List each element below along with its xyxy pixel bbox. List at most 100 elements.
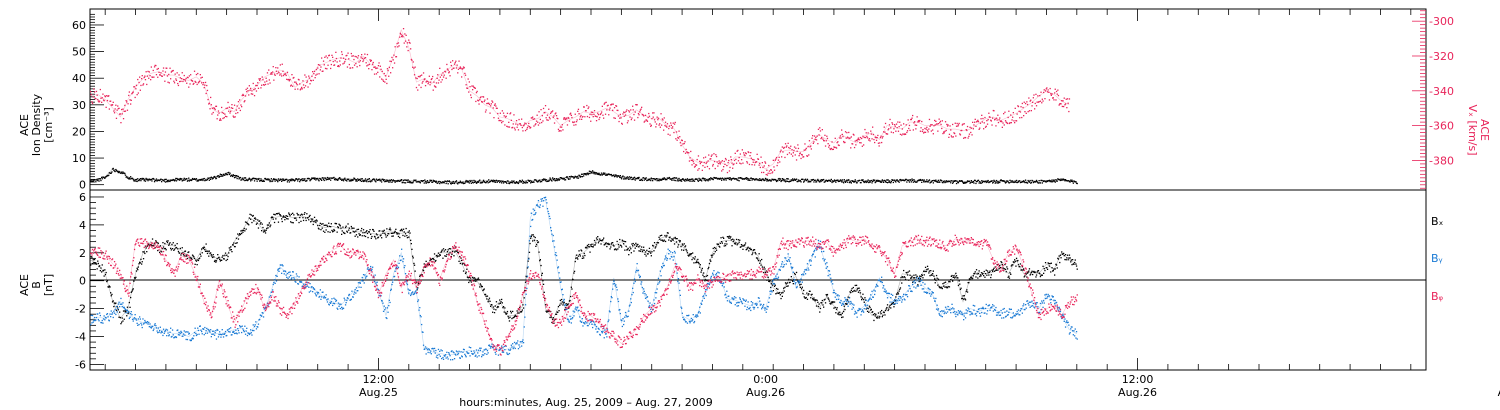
- bx-series-point: [774, 284, 776, 286]
- bx-series-point: [438, 255, 440, 257]
- bx-series-point: [815, 299, 817, 301]
- x-date-label: Aug.26: [746, 386, 785, 399]
- vx-series-point: [132, 91, 134, 93]
- vx-series-point: [372, 63, 374, 65]
- density-series-point: [559, 178, 561, 180]
- density-series-point: [802, 178, 804, 180]
- density-series-point: [630, 176, 632, 178]
- vx-series-point: [388, 75, 390, 77]
- density-series-point: [1016, 181, 1018, 184]
- bx-series-point: [148, 243, 150, 246]
- bx-series-point: [950, 279, 952, 281]
- density-series-point: [99, 178, 101, 180]
- bx-series-point: [859, 289, 861, 292]
- bx-series-point: [277, 221, 280, 223]
- vx-series-point: [954, 132, 956, 135]
- density-series-point: [317, 179, 320, 181]
- density-series-point: [698, 177, 700, 180]
- vx-series-point: [224, 113, 226, 115]
- density-series-point: [745, 177, 747, 179]
- bx-series-point: [91, 256, 93, 258]
- density-series-point: [188, 180, 190, 182]
- bx-series-point: [1017, 264, 1020, 266]
- by-series-point: [148, 321, 150, 324]
- bx-series-point: [382, 232, 384, 234]
- density-series-point: [643, 179, 645, 181]
- vx-series-point: [453, 67, 455, 69]
- vx-series-point: [235, 112, 237, 115]
- by-series-point: [132, 320, 134, 322]
- vx-series-point: [875, 137, 877, 139]
- density-series-point: [1069, 181, 1071, 183]
- density-series-point: [164, 181, 167, 183]
- bx-series-point: [600, 243, 602, 245]
- bx-series-point: [779, 291, 781, 294]
- bx-series-point: [808, 293, 810, 295]
- density-series-point: [1068, 180, 1070, 182]
- bx-series-point: [611, 242, 613, 244]
- density-series-point: [310, 179, 312, 181]
- density-series-point: [154, 179, 156, 181]
- bx-series-point: [105, 271, 107, 274]
- vx-series-point: [817, 128, 820, 130]
- vx-series-point: [952, 136, 954, 138]
- vx-series-point: [122, 118, 125, 120]
- bx-series-point: [221, 256, 223, 258]
- density-series-point: [652, 180, 654, 182]
- density-series-point: [467, 181, 469, 183]
- density-series-point: [777, 180, 779, 182]
- vx-series-point: [103, 100, 105, 102]
- density-series-point: [135, 178, 138, 181]
- bx-series-point: [233, 242, 235, 244]
- density-series-point: [517, 182, 519, 184]
- density-series-point: [455, 181, 457, 183]
- bx-series-point: [992, 269, 994, 271]
- vx-series-point: [853, 134, 855, 136]
- bx-series-point: [193, 257, 196, 260]
- vx-series-point: [761, 162, 763, 164]
- by-series-point: [130, 313, 132, 315]
- bx-series-point: [447, 249, 449, 251]
- vx-series-point: [1068, 98, 1071, 100]
- bx-series-point: [310, 221, 312, 223]
- bx-series-point: [768, 280, 771, 283]
- vx-series-point: [651, 118, 653, 120]
- bx-series-point: [726, 236, 729, 238]
- vx-series-point: [776, 164, 778, 167]
- density-series-point: [608, 173, 610, 175]
- density-series-point: [497, 180, 499, 182]
- vx-series-point: [830, 148, 832, 151]
- bx-series-point: [604, 243, 606, 246]
- bx-series-point: [955, 272, 957, 274]
- density-series-point: [108, 172, 110, 174]
- density-series-point: [576, 177, 578, 179]
- bx-series-point: [708, 266, 710, 269]
- top-y-tick-label: 40: [72, 72, 86, 85]
- density-series-point: [669, 178, 671, 180]
- bx-series-point: [330, 226, 332, 228]
- density-series-point: [814, 179, 816, 181]
- bx-series-point: [684, 246, 686, 248]
- bx-series-point: [1002, 267, 1004, 269]
- vx-series-point: [933, 125, 935, 127]
- bx-series-point: [450, 248, 452, 250]
- by-series-point: [119, 306, 121, 308]
- density-series-point: [378, 179, 380, 181]
- density-series-point: [979, 180, 981, 183]
- density-series-point: [164, 178, 166, 181]
- vx-series-point: [415, 86, 418, 89]
- density-series-point: [1054, 180, 1056, 182]
- bx-series-point: [733, 239, 735, 241]
- density-series-point: [865, 181, 867, 184]
- vx-series-point: [790, 145, 792, 147]
- vx-series-point: [668, 127, 670, 130]
- bx-series-point: [1004, 268, 1007, 270]
- bx-series-point: [1049, 262, 1051, 265]
- bx-series-point: [535, 245, 537, 247]
- bx-series-point: [322, 230, 325, 232]
- density-series-point: [402, 181, 404, 183]
- vx-series-point: [428, 81, 430, 83]
- bx-series-point: [659, 235, 661, 237]
- bx-series-point: [559, 299, 561, 301]
- bx-series-point: [683, 249, 685, 251]
